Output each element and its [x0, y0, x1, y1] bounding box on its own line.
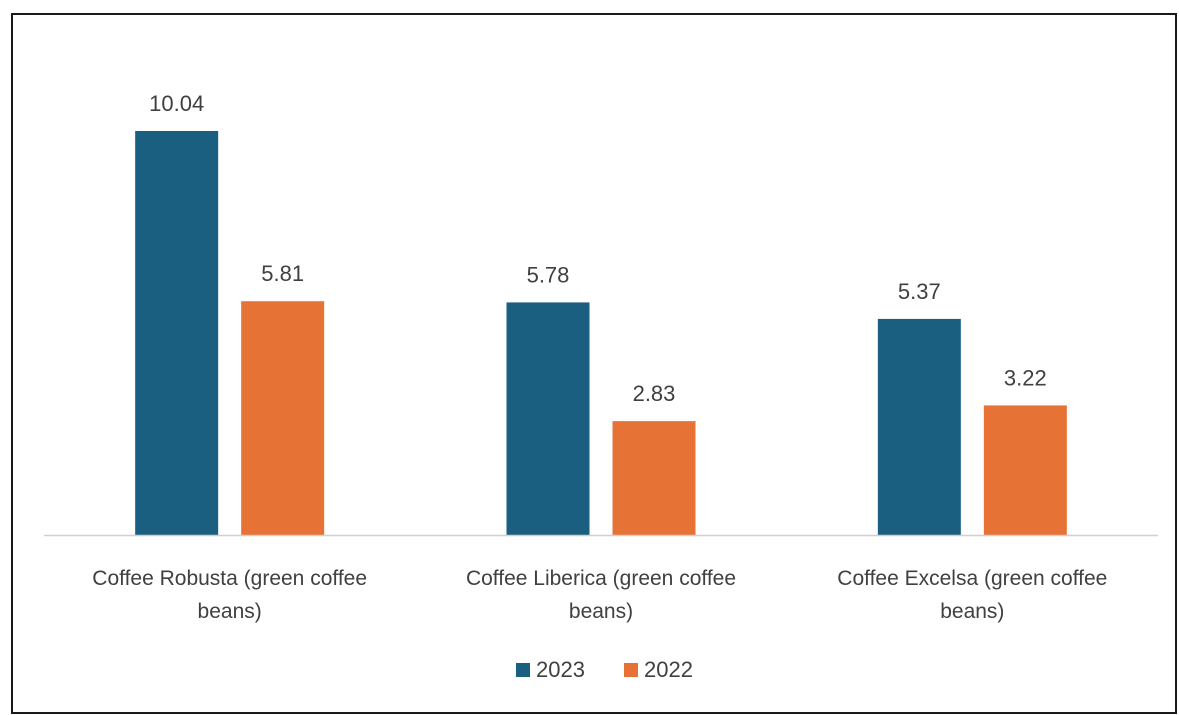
category-label-2-line-1: Coffee Liberica (green coffee: [466, 567, 736, 590]
bar-2023-2: [506, 302, 590, 535]
legend-label-2022: 2022: [644, 657, 693, 682]
bar-2023-3: [877, 318, 961, 535]
data-label-2022-2: 2.83: [633, 381, 676, 406]
legend-swatch-2023: [516, 663, 530, 677]
category-label-3-line-1: Coffee Excelsa (green coffee: [837, 567, 1107, 590]
category-label-3-line-2: beans): [940, 600, 1004, 623]
category-label-1-line-1: Coffee Robusta (green coffee: [92, 567, 367, 590]
category-label-2-line-2: beans): [569, 600, 633, 623]
data-label-2022-3: 3.22: [1004, 365, 1047, 390]
data-label-2022-1: 5.81: [261, 261, 304, 286]
data-label-2023-2: 5.78: [527, 262, 570, 287]
data-label-2023-1: 10.04: [149, 91, 204, 116]
bar-2022-3: [983, 405, 1067, 535]
bar-2023-1: [135, 131, 219, 535]
legend-swatch-2022: [624, 663, 638, 677]
data-label-2023-3: 5.37: [898, 279, 941, 304]
legend-label-2023: 2023: [536, 657, 585, 682]
bar-2022-1: [241, 301, 325, 535]
bar-2022-2: [612, 421, 696, 535]
category-label-1-line-2: beans): [198, 600, 262, 623]
